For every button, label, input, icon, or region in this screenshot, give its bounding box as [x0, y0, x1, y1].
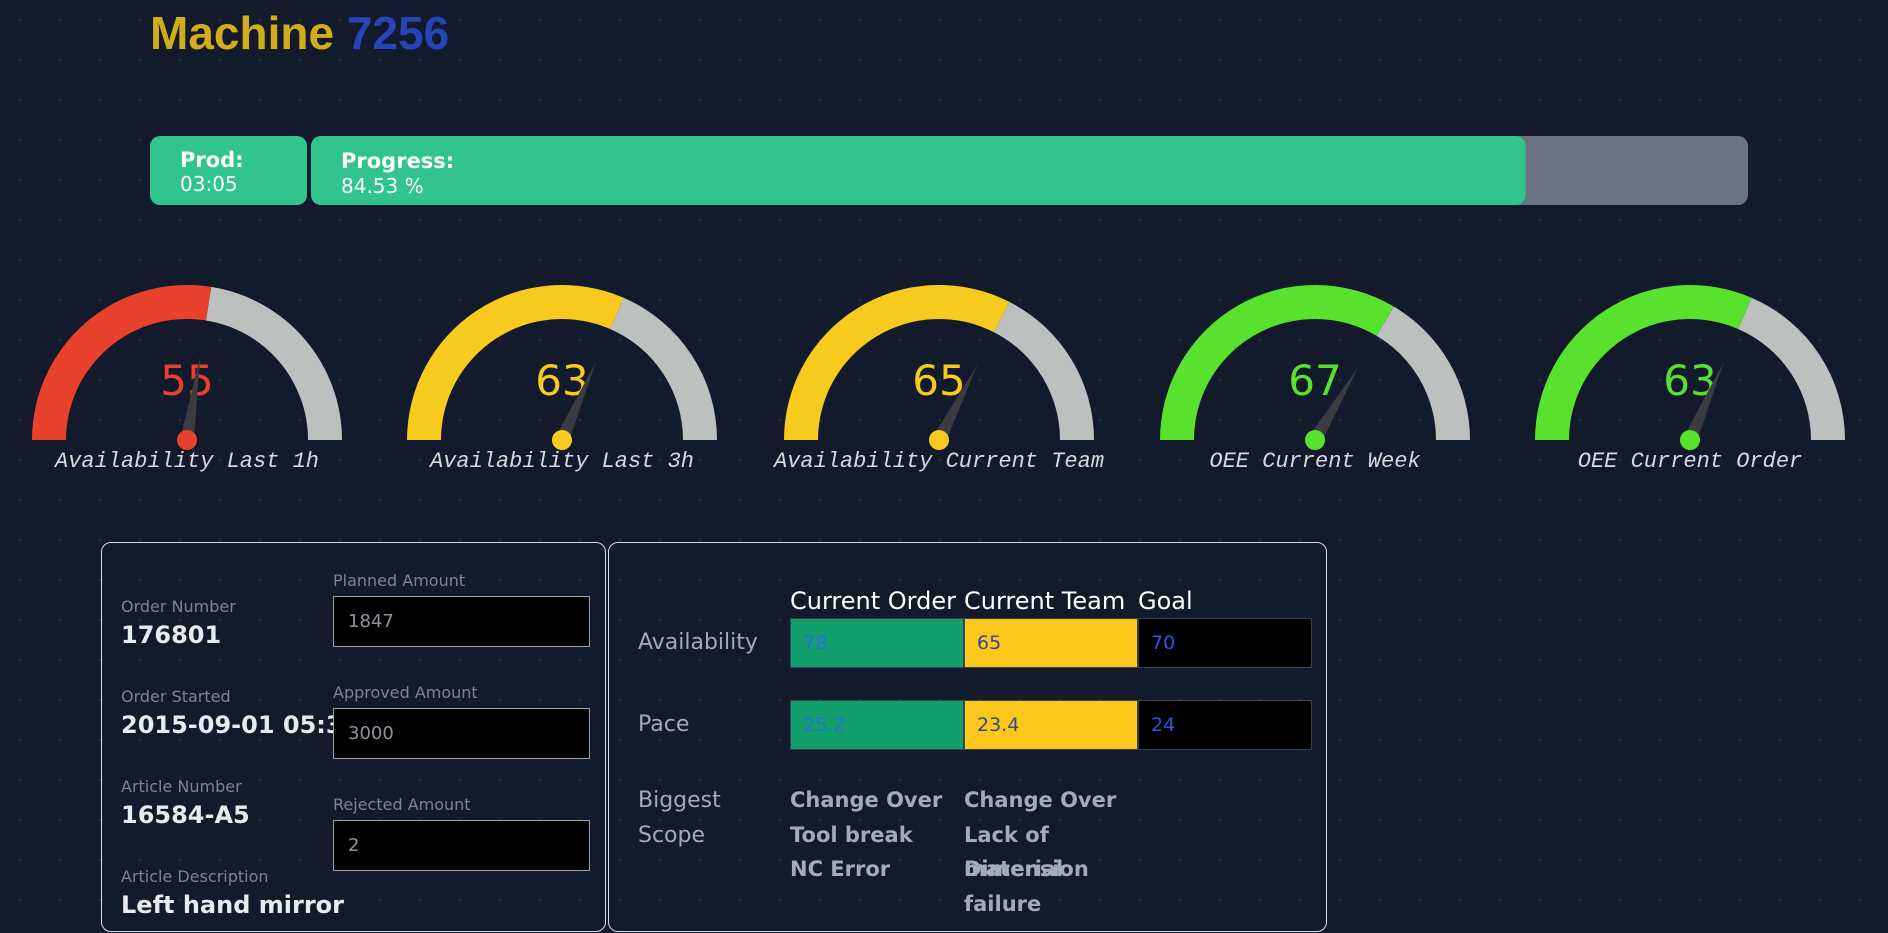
scope-item: Change Over — [790, 788, 943, 812]
gauge-label: OEE Current Week — [1209, 449, 1420, 474]
table-cell: 65 — [964, 618, 1138, 668]
column-header: Current Order — [790, 587, 956, 615]
table-panel: Current Order Current Team Goal Availabilit… — [608, 542, 1327, 932]
gauge-arc — [784, 285, 1010, 440]
prod-time: 03:05 — [180, 172, 238, 196]
gauge-hub — [552, 430, 572, 450]
gauge-track — [610, 297, 717, 440]
machine-id: 7256 — [346, 7, 450, 59]
gauge-hub — [929, 430, 949, 450]
progress-label: Progress: — [341, 149, 454, 173]
gauge-label: Availability Current Team — [772, 449, 1104, 474]
scope-item: Lack of material — [964, 822, 1064, 882]
field-label: Order Started — [121, 687, 231, 706]
scope-item: Tool break — [790, 822, 913, 847]
gauge-arc — [407, 285, 624, 440]
field-value: Left hand mirror — [121, 891, 344, 919]
row-label: Availability — [638, 630, 758, 655]
scope-item: NC Error — [790, 857, 891, 881]
title-text: Machine — [150, 7, 335, 59]
table-cell: 78 — [790, 618, 964, 668]
gauge-track — [1376, 306, 1470, 440]
amount-input: 1847 — [333, 596, 590, 647]
field-value: 16584-A5 — [121, 801, 250, 829]
gauge-hub — [177, 430, 197, 450]
amount-label: Planned Amount — [333, 571, 466, 590]
prod-label: Prod: — [180, 148, 244, 172]
column-header: Current Team — [964, 587, 1126, 615]
amount-label: Rejected Amount — [333, 795, 471, 814]
order-panel: Order Number 176801 Order Started 2015-09-0… — [101, 542, 606, 932]
gauge-value: 65 — [912, 356, 965, 405]
scope-label: Biggest Scope — [638, 788, 721, 848]
gauge-needle — [555, 361, 596, 443]
field-label: Order Number — [121, 597, 236, 616]
field-label: Article Number — [121, 777, 242, 796]
prod-box: Prod: 03:05 — [150, 136, 307, 205]
table-cell: 23.4 — [964, 700, 1138, 750]
gauge-needle — [1683, 361, 1724, 443]
scope-item: Change Over — [964, 788, 1117, 812]
gauge-label: Availability Last 3h — [428, 449, 694, 474]
gauge-track — [993, 301, 1094, 440]
amount-input: 3000 — [333, 708, 590, 759]
table-cell: 70 — [1138, 618, 1312, 668]
gauge-arc — [1160, 285, 1394, 440]
gauge-label: OEE Current Order — [1578, 449, 1802, 474]
scope-item: Dimension failure — [964, 857, 1089, 916]
gauge-hub — [1680, 430, 1700, 450]
table-cell: 25.2 — [790, 700, 964, 750]
gauge-arc — [32, 285, 212, 440]
row-label: Pace — [638, 712, 690, 737]
gauge-track — [205, 286, 342, 440]
field-value: 2015-09-01 05:39 — [121, 711, 360, 739]
gauge-value: 67 — [1288, 356, 1341, 405]
gauge-needle — [1308, 366, 1359, 444]
gauge-value: 55 — [160, 356, 213, 405]
column-header: Goal — [1138, 587, 1193, 615]
gauge-arc — [1535, 285, 1752, 440]
amount-label: Approved Amount — [333, 683, 478, 702]
gauge-needle — [932, 364, 978, 444]
gauge-needle — [180, 356, 201, 442]
gauge-track — [1738, 297, 1845, 440]
amount-input: 2 — [333, 820, 590, 871]
progress-value: 84.53 % — [341, 174, 424, 198]
gauge-label: Availability Last 1h — [53, 449, 319, 474]
progress-fill — [311, 136, 1526, 205]
progress-bar: Progress: 84.53 % — [311, 136, 1748, 205]
field-label: Article Description — [121, 867, 269, 886]
table-cell: 24 — [1138, 700, 1312, 750]
gauge-hub — [1305, 430, 1325, 450]
title: Machine 7256 — [150, 6, 449, 60]
field-value: 176801 — [121, 621, 222, 649]
